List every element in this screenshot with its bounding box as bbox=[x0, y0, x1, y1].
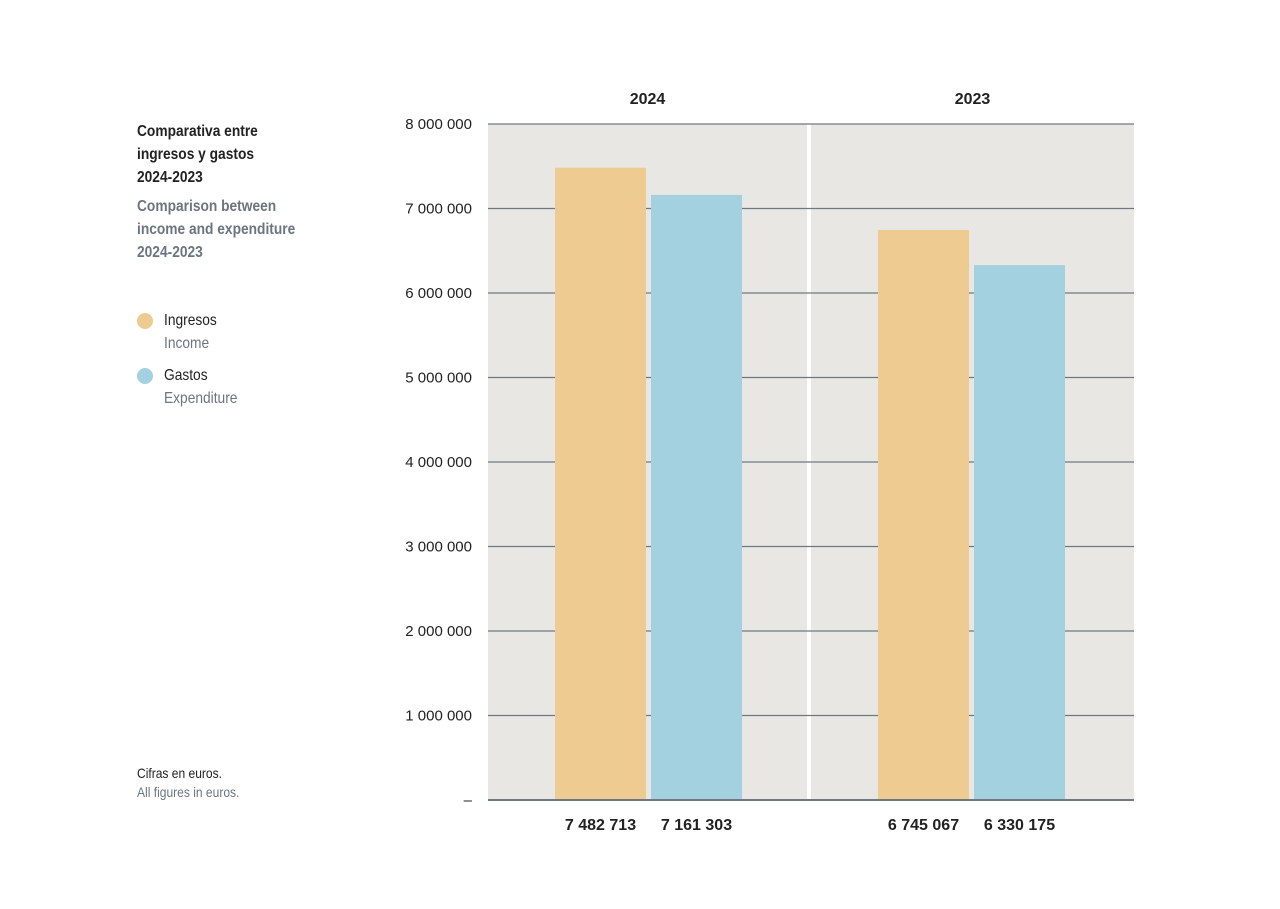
footnote-es: Cifras en euros. bbox=[137, 765, 222, 781]
footnote-en: All figures in euros. bbox=[137, 784, 240, 800]
legend-sublabel-income: Income bbox=[164, 335, 210, 352]
panel-title-2024: 2024 bbox=[630, 91, 666, 108]
bar-gastos-2024 bbox=[651, 194, 742, 801]
panel-title-2023: 2023 bbox=[955, 91, 991, 108]
data-label-ingresos-2023: 6 745 067 bbox=[888, 817, 959, 834]
y-tick-label: 2 000 000 bbox=[405, 623, 472, 640]
chart-title-english: Comparison between income and expenditur… bbox=[137, 198, 296, 261]
data-label-gastos-2024: 7 161 303 bbox=[661, 817, 732, 834]
y-tick-label: 5 000 000 bbox=[405, 370, 472, 387]
data-label-ingresos-2024: 7 482 713 bbox=[565, 817, 636, 834]
legend-swatch-ingresos bbox=[137, 313, 153, 329]
legend-label-gastos: Gastos bbox=[164, 367, 208, 384]
data-label-gastos-2023: 6 330 175 bbox=[984, 817, 1055, 834]
chart-title: Comparativa entre ingresos y gastos 2024… bbox=[137, 123, 258, 186]
y-tick-label: 3 000 000 bbox=[405, 539, 472, 556]
y-tick-label: 8 000 000 bbox=[405, 116, 472, 133]
y-tick-label: 7 000 000 bbox=[405, 201, 472, 218]
legend-label-ingresos: Ingresos bbox=[164, 312, 217, 329]
y-tick-label: – bbox=[464, 792, 473, 809]
legend-swatch-gastos bbox=[137, 368, 153, 384]
y-tick-label: 4 000 000 bbox=[405, 454, 472, 471]
bar-gastos-2023 bbox=[974, 265, 1065, 800]
legend-sublabel-expenditure: Expenditure bbox=[164, 390, 238, 407]
y-tick-label: 6 000 000 bbox=[405, 285, 472, 302]
bar-ingresos-2024 bbox=[555, 167, 646, 800]
y-tick-label: 1 000 000 bbox=[405, 708, 472, 725]
bar-ingresos-2023 bbox=[878, 230, 969, 800]
